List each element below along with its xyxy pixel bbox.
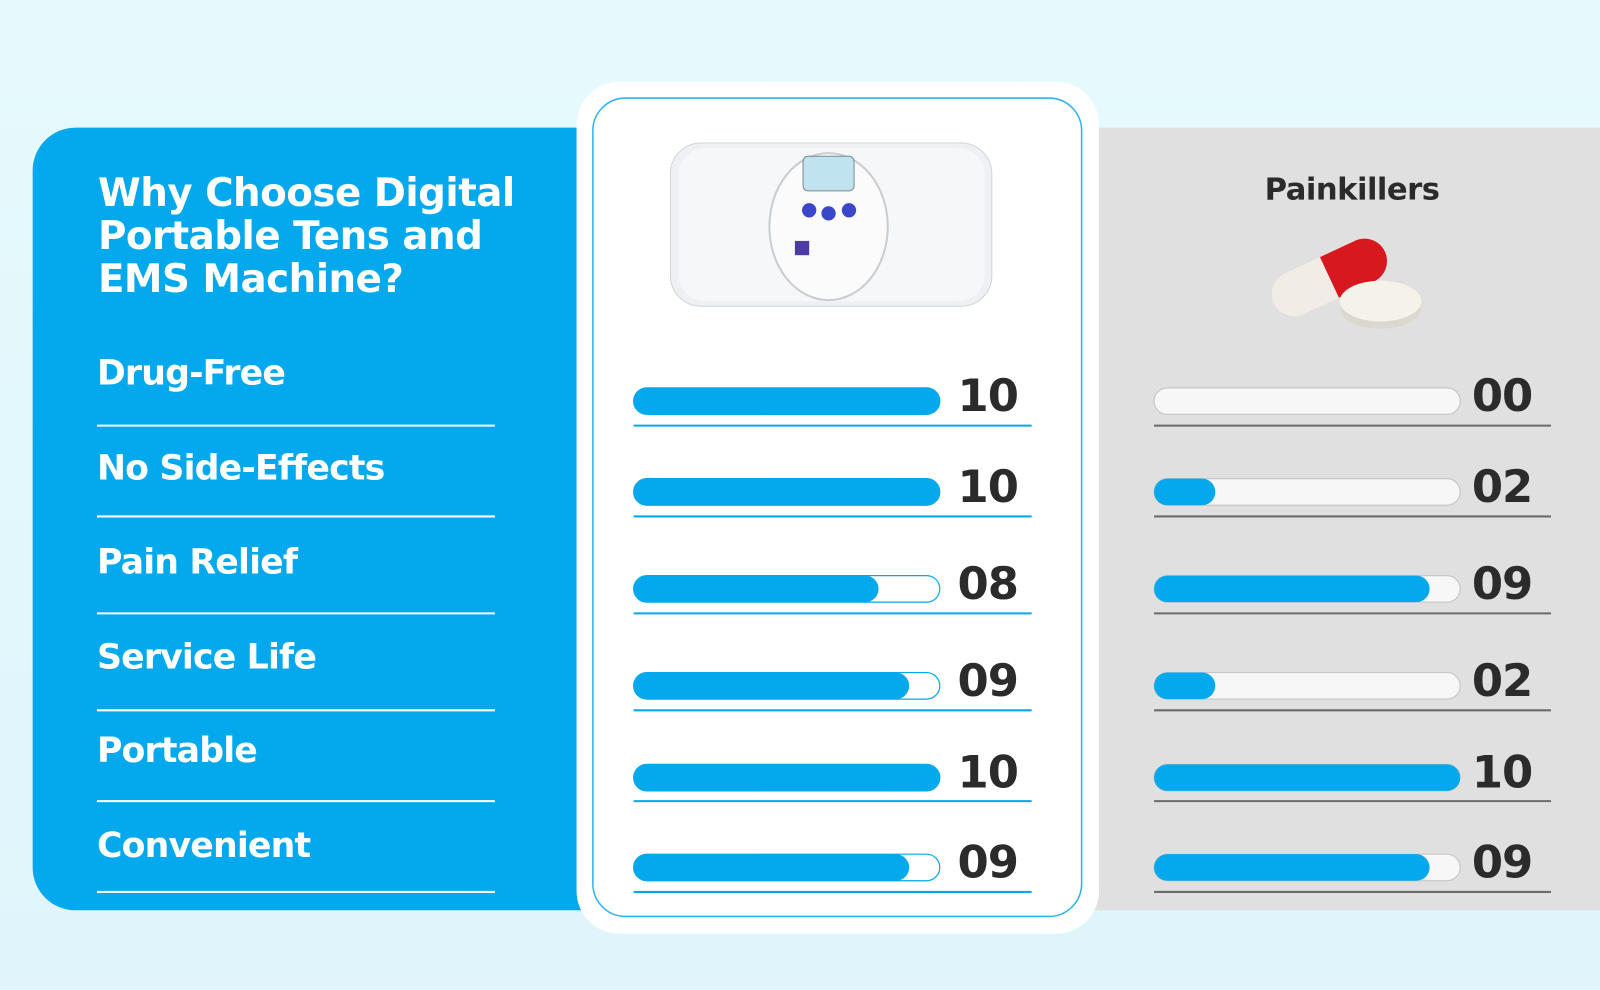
value-label: 10	[958, 460, 1018, 513]
device-image	[669, 142, 993, 307]
value-label: 00	[1472, 369, 1532, 422]
category-label: Service Life	[97, 637, 316, 677]
value-label: 08	[958, 557, 1018, 610]
bar	[1154, 478, 1216, 506]
bar-track	[1153, 387, 1461, 415]
value-label: 09	[958, 835, 1018, 888]
value-label: 02	[1472, 460, 1532, 513]
value-label: 09	[1472, 835, 1532, 888]
bar	[633, 764, 940, 791]
value-label: 09	[958, 654, 1018, 707]
tens-card-border	[592, 97, 1083, 918]
value-label: 09	[1472, 557, 1532, 610]
bar	[1154, 854, 1430, 881]
bar	[633, 854, 910, 881]
value-label: 10	[1472, 746, 1532, 799]
category-label: Portable	[97, 731, 257, 771]
bar	[633, 672, 910, 700]
bar	[633, 478, 940, 506]
feature-panel	[32, 127, 666, 911]
bar	[1154, 672, 1216, 700]
title-box: Why Choose Digital Portable Tens and EMS…	[97, 171, 515, 302]
bar	[1154, 764, 1461, 791]
category-label: Drug-Free	[97, 354, 285, 394]
series-name: Painkillers	[1265, 172, 1440, 207]
category-label: No Side-Effects	[97, 448, 385, 488]
category-label: Pain Relief	[97, 542, 299, 582]
bar	[633, 575, 879, 603]
bar	[633, 387, 940, 415]
bar	[1154, 575, 1430, 603]
value-label: 02	[1472, 654, 1532, 707]
category-label: Convenient	[97, 826, 311, 866]
chart-title: Why Choose Digital Portable Tens and EMS…	[97, 171, 515, 302]
value-label: 10	[958, 369, 1018, 422]
pill-image	[1271, 238, 1422, 329]
value-label: 10	[958, 746, 1018, 799]
